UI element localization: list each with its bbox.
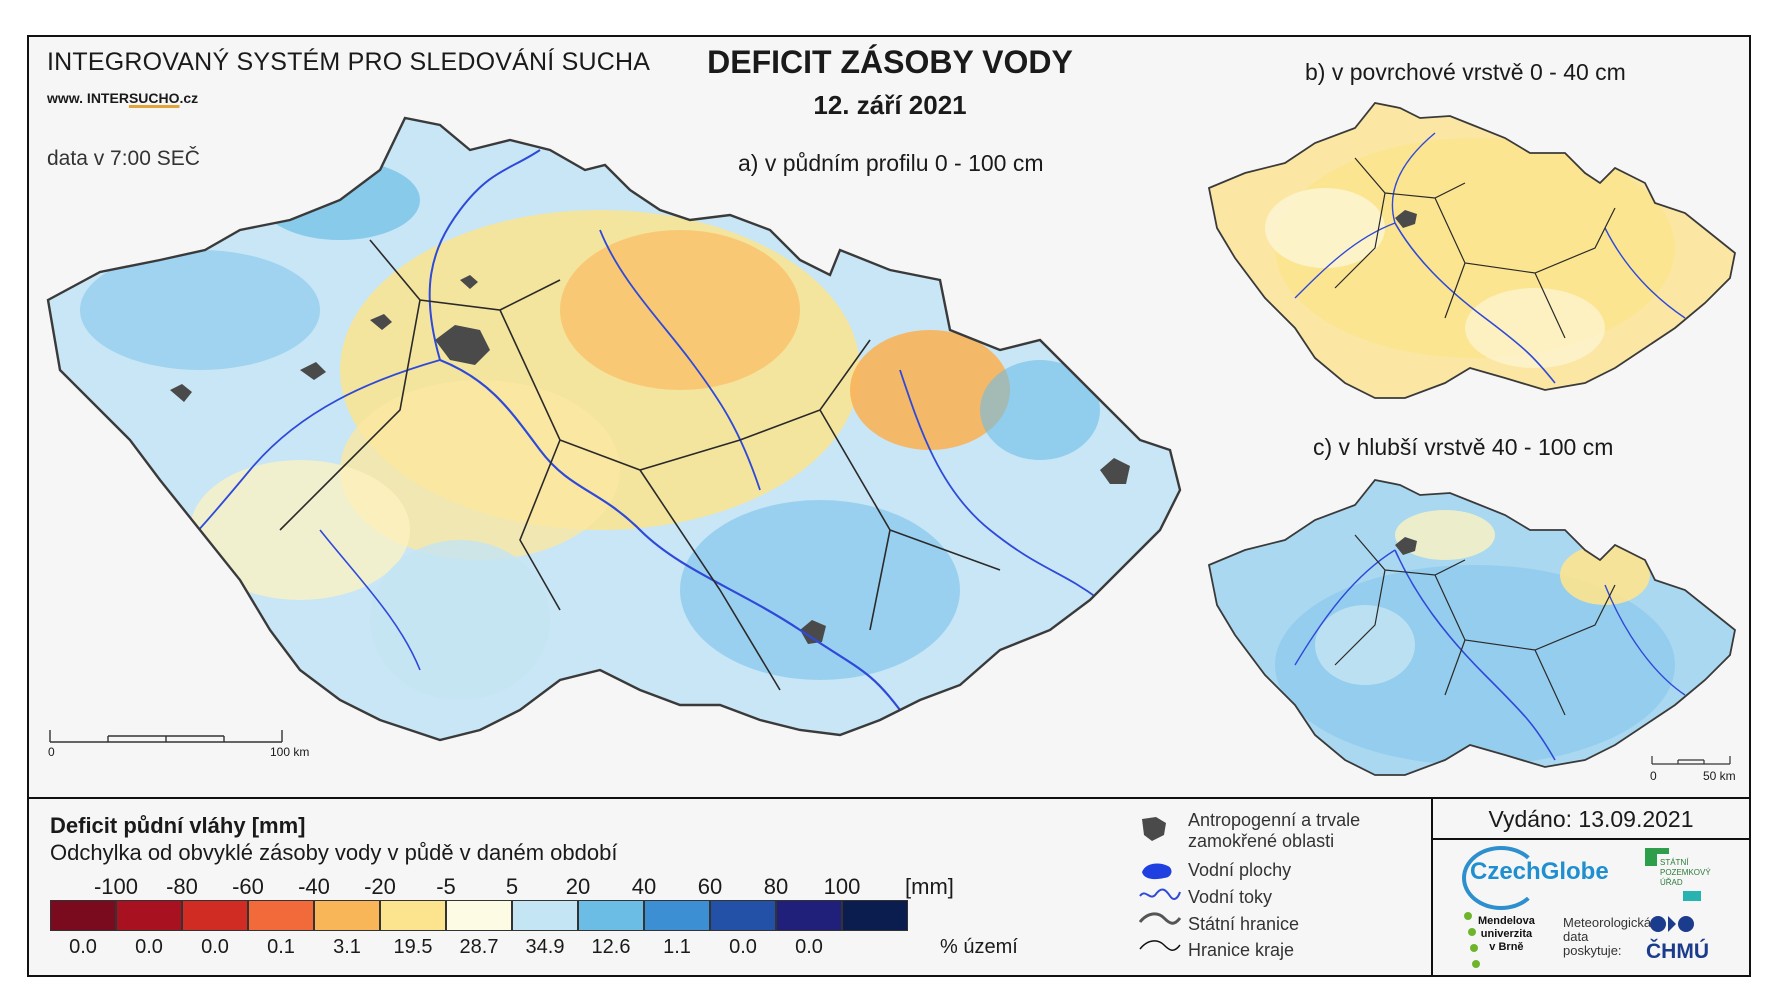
spu-logo-icon (1645, 848, 1669, 866)
intersucho-url[interactable]: www. INTERSUCHO.cz (47, 90, 198, 106)
scale-tick-label: 40 (631, 874, 657, 899)
met-provider-label: Meteorologická data poskytuje: (1563, 915, 1652, 958)
legend-title: Deficit půdní vláhy [mm] (50, 813, 306, 838)
issued-divider (1433, 838, 1751, 840)
scale-swatch (710, 900, 776, 931)
panel-a-title: a) v půdním profilu 0 - 100 cm (738, 150, 1044, 176)
scale-swatch (446, 900, 512, 931)
scale-tick-label: 20 (565, 874, 591, 899)
scale-swatch (512, 900, 578, 931)
scale-swatch (182, 900, 248, 931)
scale-pct-label: 0.0 (135, 936, 163, 958)
map-panel-c (1207, 479, 1736, 776)
scale-swatch (50, 900, 116, 931)
map-title: DEFICIT ZÁSOBY VODY (707, 44, 1073, 80)
legend-pct-unit: % území (940, 936, 1018, 958)
panel-b-title: b) v povrchové vrstvě 0 - 40 cm (1305, 59, 1626, 85)
legend-water-label: Vodní plochy (1188, 860, 1292, 880)
scale-tick-label: -5 (436, 874, 456, 899)
czechglobe-logo-ring (1462, 846, 1540, 910)
scale-swatch (842, 900, 908, 931)
scale-swatch (578, 900, 644, 931)
scale-tick-label: -60 (232, 874, 264, 899)
mendel-dots-icon (1464, 912, 1480, 968)
scale-pct-label: 0.0 (795, 936, 823, 958)
map-panel-b (1207, 102, 1736, 399)
data-time: data v 7:00 SEČ (47, 147, 200, 170)
region-border-icon (1139, 940, 1181, 951)
legend-urban-label: Antropogenní a trvale zamokřené oblasti (1188, 810, 1361, 851)
scale-pct-label: 0.1 (267, 936, 295, 958)
scale-swatch (776, 900, 842, 931)
map-panel-a (46, 116, 1182, 742)
scale-tick-label: -40 (298, 874, 330, 899)
legend-region-border-label: Hranice kraje (1188, 940, 1295, 960)
scalebar-main-start: 0 (48, 745, 55, 759)
scale-swatch (644, 900, 710, 931)
scale-pct-label: 28.7 (459, 936, 499, 958)
scalebar-small-end: 50 km (1703, 769, 1736, 783)
scale-tick-label: -20 (364, 874, 396, 899)
river-icon (1139, 888, 1181, 900)
scale-tick-label: -80 (166, 874, 198, 899)
legend-river-label: Vodní toky (1188, 887, 1273, 907)
scale-pct-label: 0.0 (201, 936, 229, 958)
state-border-icon (1138, 912, 1182, 925)
issued-box (1431, 797, 1753, 977)
system-title: INTEGROVANÝ SYSTÉM PRO SLEDOVÁNÍ SUCHA (47, 48, 651, 76)
scale-pct-label: 1.1 (663, 936, 691, 958)
legend-state-border-label: Státní hranice (1188, 914, 1300, 934)
scalebar-main-end: 100 km (270, 745, 310, 759)
scale-swatch (380, 900, 446, 931)
scale-tick-label: -100 (93, 874, 139, 899)
scale-tick-label: 80 (763, 874, 789, 899)
scale-tick-label: 5 (505, 874, 519, 899)
scalebar-small-start: 0 (1650, 769, 1657, 783)
water-body-icon (1142, 863, 1172, 880)
issued-date: Vydáno: 13.09.2021 (1488, 806, 1694, 832)
scale-swatch (116, 900, 182, 931)
scale-tick-label: 100 (823, 874, 861, 899)
legend-separator (27, 797, 1751, 799)
scale-pct-label: 0.0 (729, 936, 757, 958)
mendel-logo[interactable]: Mendelova univerzita v Brně (1478, 915, 1535, 953)
legend-unit: [mm] (905, 874, 954, 899)
czechglobe-logo[interactable]: CzechGlobe (1470, 858, 1609, 885)
chmu-logo[interactable]: ČHMÚ (1646, 940, 1709, 963)
scale-pct-label: 12.6 (591, 936, 631, 958)
scalebar-main (49, 730, 283, 743)
spu-accent-icon (1683, 891, 1701, 901)
scalebar-small (1651, 756, 1731, 765)
chmu-logo-icon (1650, 916, 1694, 932)
urban-area-icon (1142, 817, 1166, 841)
scale-pct-label: 0.0 (69, 936, 97, 958)
panel-c-title: c) v hlubší vrstvě 40 - 100 cm (1313, 434, 1614, 460)
scale-swatch (248, 900, 314, 931)
url-brand: SUCHO (128, 90, 180, 106)
scale-pct-label: 19.5 (393, 936, 433, 958)
scale-tick-label: 60 (697, 874, 723, 899)
legend-subtitle: Odchylka od obvyklé zásoby vody v půdě v… (50, 840, 618, 865)
map-date: 12. září 2021 (813, 90, 967, 120)
scale-swatch (314, 900, 380, 931)
url-suffix: .cz (179, 90, 199, 106)
scale-pct-label: 3.1 (333, 936, 361, 958)
spu-logo[interactable]: STÁTNÍ POZEMKOVÝ ÚŘAD (1660, 858, 1711, 887)
url-prefix: www. INTER (47, 90, 129, 106)
scale-pct-label: 34.9 (525, 936, 565, 958)
